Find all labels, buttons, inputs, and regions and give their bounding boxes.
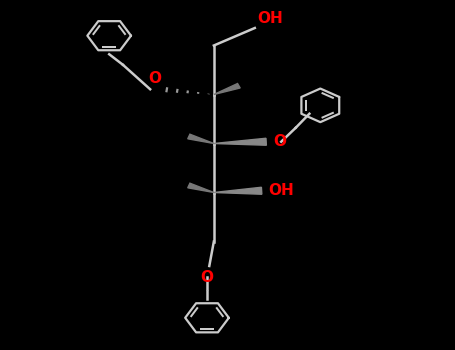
Text: O: O (201, 270, 213, 285)
Polygon shape (214, 138, 266, 145)
Polygon shape (214, 84, 240, 94)
Polygon shape (214, 187, 262, 194)
Polygon shape (188, 183, 214, 193)
Text: OH: OH (257, 11, 283, 26)
Text: O: O (148, 71, 161, 86)
Text: O: O (273, 134, 286, 149)
Polygon shape (188, 134, 214, 144)
Text: OH: OH (268, 183, 294, 198)
